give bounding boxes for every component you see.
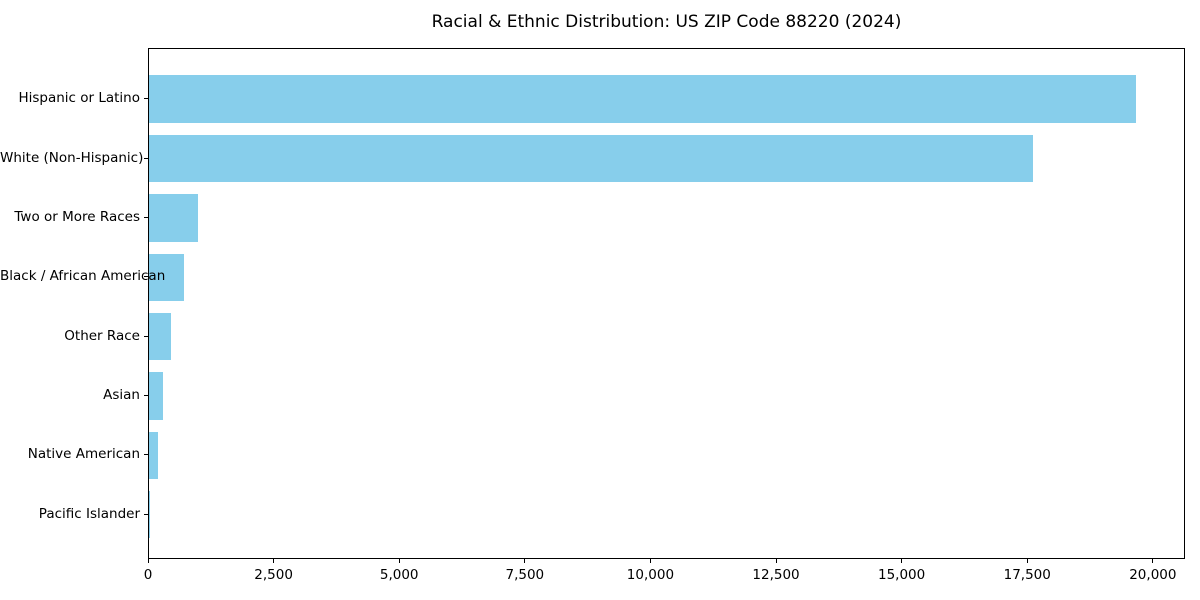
bar-pacific-islander <box>149 490 150 539</box>
plot-area <box>148 48 1185 559</box>
y-tick-label: Native American <box>27 446 140 463</box>
y-tick-mark <box>144 335 148 337</box>
x-tick-label: 5,000 <box>379 567 419 583</box>
y-tick-mark <box>144 216 148 218</box>
x-tick-mark <box>1152 559 1154 563</box>
x-tick-mark <box>901 559 903 563</box>
x-tick-label: 7,500 <box>505 567 545 583</box>
y-tick-mark <box>144 395 148 396</box>
chart-title: Racial & Ethnic Distribution: US ZIP Cod… <box>431 12 902 32</box>
x-tick-label: 10,000 <box>626 567 675 583</box>
bar-black-african-american <box>149 253 184 302</box>
y-tick-label: Asian <box>103 387 140 403</box>
bar-two-or-more-races <box>149 194 198 242</box>
x-tick-mark <box>1026 559 1028 563</box>
x-tick-mark <box>524 559 526 563</box>
y-tick-mark <box>144 276 148 278</box>
y-tick-label: Two or More Races <box>14 208 140 225</box>
x-tick-label: 2,500 <box>254 567 293 583</box>
y-tick-label: Black / African American <box>0 268 166 285</box>
y-tick-label: Hispanic or Latino <box>18 90 140 107</box>
x-tick-label: 0 <box>143 567 153 583</box>
bar-other-race <box>149 312 171 361</box>
x-tick-mark <box>398 559 400 563</box>
y-tick-label: White (Non-Hispanic) <box>0 149 144 166</box>
x-tick-mark <box>649 559 651 563</box>
bar-white-non-hispanic <box>149 134 1034 183</box>
y-tick-mark <box>144 454 148 456</box>
x-tick-label: 20,000 <box>1129 567 1177 583</box>
y-tick-mark <box>144 157 148 159</box>
y-tick-label: Other Race <box>64 327 140 344</box>
y-tick-label: Pacific Islander <box>38 505 140 522</box>
bar-asian <box>149 372 163 420</box>
x-tick-label: 15,000 <box>878 567 926 583</box>
bar-hispanic-or-latino <box>149 75 1137 123</box>
x-tick-label: 17,500 <box>1003 567 1051 583</box>
x-tick-mark <box>273 559 275 563</box>
bar-native-american <box>149 431 158 480</box>
x-tick-mark <box>775 559 777 563</box>
y-tick-mark <box>144 513 148 515</box>
x-tick-mark <box>147 559 149 563</box>
x-tick-label: 12,500 <box>752 567 800 583</box>
y-tick-mark <box>144 98 148 100</box>
